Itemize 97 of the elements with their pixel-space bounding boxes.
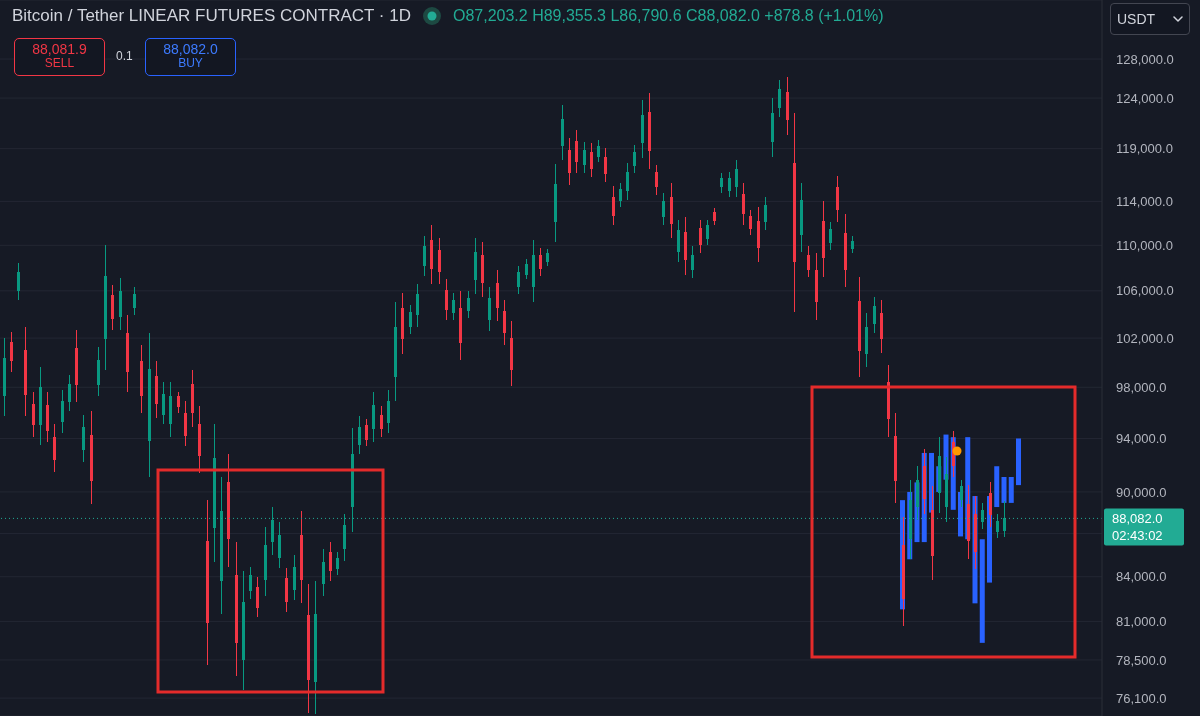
candlestick bbox=[416, 283, 419, 328]
candlestick bbox=[873, 296, 876, 334]
candlestick bbox=[583, 141, 586, 174]
candlestick bbox=[329, 541, 332, 582]
candlestick bbox=[503, 299, 506, 346]
annotation: SELL bbox=[43, 56, 76, 71]
candlestick bbox=[742, 182, 745, 226]
candlestick bbox=[423, 235, 426, 277]
candlestick bbox=[728, 171, 731, 198]
candlestick bbox=[996, 513, 999, 539]
candlestick bbox=[271, 506, 274, 556]
bar bbox=[979, 539, 985, 643]
candlestick bbox=[467, 290, 470, 319]
candlestick bbox=[61, 389, 64, 434]
y-tick-label: 110,000.0 bbox=[1116, 237, 1173, 253]
candlestick bbox=[17, 262, 20, 301]
candlestick bbox=[177, 391, 180, 414]
currency-dropdown[interactable]: USDT bbox=[1110, 3, 1190, 35]
candlestick bbox=[322, 548, 325, 597]
sell-button[interactable]: 88,081.9 SELL bbox=[14, 38, 105, 76]
candlestick bbox=[358, 415, 361, 455]
candlestick bbox=[626, 162, 629, 201]
y-tick-label: 81,000.0 bbox=[1116, 614, 1167, 630]
candlestick bbox=[699, 219, 702, 254]
candlestick bbox=[807, 245, 810, 278]
candlestick bbox=[278, 521, 281, 569]
candlestick bbox=[604, 147, 607, 183]
candlestick bbox=[452, 292, 455, 321]
candlestick bbox=[836, 175, 839, 223]
bar bbox=[1001, 477, 1007, 503]
candlestick bbox=[10, 331, 13, 373]
y-tick-label: 98,000.0 bbox=[1116, 379, 1167, 395]
candlestick bbox=[517, 265, 520, 295]
candlestick bbox=[380, 405, 383, 438]
candlestick bbox=[525, 258, 528, 280]
y-tick-label: 106,000.0 bbox=[1116, 283, 1174, 299]
candlestick bbox=[285, 567, 288, 613]
candlestick bbox=[438, 237, 441, 285]
annotation: 0.1 bbox=[116, 49, 133, 63]
candlestick bbox=[256, 576, 259, 618]
candlestick bbox=[691, 245, 694, 279]
candlestick bbox=[749, 209, 752, 236]
y-tick-label: 78,500.0 bbox=[1116, 652, 1167, 668]
bar bbox=[994, 466, 1000, 508]
bar bbox=[1008, 477, 1014, 503]
candlestick bbox=[249, 566, 252, 600]
candlestick bbox=[655, 164, 658, 196]
candlestick bbox=[764, 196, 767, 231]
candlestick bbox=[619, 182, 622, 208]
text: 02:43:02 bbox=[1112, 528, 1163, 544]
buy-button[interactable]: 88,082.0 BUY bbox=[145, 38, 236, 76]
candlestick bbox=[409, 304, 412, 335]
candlestick bbox=[133, 286, 136, 316]
ref-line-label: 88,082.0 bbox=[1112, 511, 1163, 527]
candlestick bbox=[778, 79, 781, 118]
y-tick-label: 114,000.0 bbox=[1116, 194, 1173, 210]
candlestick bbox=[445, 278, 448, 321]
y-tick-label: 124,000.0 bbox=[1116, 90, 1174, 106]
candlestick bbox=[981, 502, 984, 530]
y-tick-label: 84,000.0 bbox=[1116, 569, 1167, 585]
candlestick bbox=[82, 414, 85, 463]
candlestick bbox=[597, 139, 600, 163]
y-tick-label: 94,000.0 bbox=[1116, 431, 1167, 447]
candlestick bbox=[53, 423, 56, 473]
candlestick bbox=[68, 374, 71, 412]
bar bbox=[1016, 438, 1021, 486]
annotation: 88,082.0 bbox=[162, 41, 219, 58]
y-tick-label: 76,100.0 bbox=[1116, 690, 1167, 706]
chart-title: Bitcoin / Tether LINEAR FUTURES CONTRACT · 1D bbox=[12, 6, 411, 26]
y-tick-label: 128,000.0 bbox=[1116, 51, 1174, 67]
y-tick-label: 119,000.0 bbox=[1116, 141, 1173, 157]
candlestick bbox=[539, 247, 542, 277]
candlestick bbox=[336, 551, 339, 576]
candlestick bbox=[612, 185, 615, 226]
candlestick bbox=[293, 554, 296, 601]
annotation: BUY bbox=[177, 56, 204, 71]
candlestick bbox=[387, 389, 390, 434]
candlestick bbox=[575, 129, 578, 174]
chart-subtitle: O87,203.2 H89,355.3 L86,790.6 C88,082.0 +878.8 (+1.01%) bbox=[452, 7, 884, 25]
y-tick-label: 102,000.0 bbox=[1116, 330, 1174, 346]
candlestick bbox=[735, 159, 738, 198]
candlestick bbox=[568, 137, 571, 186]
candlestick bbox=[677, 219, 680, 263]
candlestick bbox=[365, 418, 368, 447]
candlestick bbox=[111, 284, 114, 331]
candlestick bbox=[162, 381, 165, 425]
candlestick bbox=[488, 286, 491, 332]
candlestick bbox=[184, 400, 187, 447]
candlestick bbox=[590, 143, 593, 178]
candlestick bbox=[633, 144, 636, 174]
candlestick bbox=[662, 192, 665, 226]
candlestick bbox=[829, 221, 832, 251]
candlestick bbox=[720, 172, 723, 194]
annotation: 88,081.9 bbox=[31, 41, 88, 58]
candlestick bbox=[32, 391, 35, 438]
y-tick-label: 90,000.0 bbox=[1116, 484, 1167, 500]
candlestick bbox=[706, 219, 709, 246]
